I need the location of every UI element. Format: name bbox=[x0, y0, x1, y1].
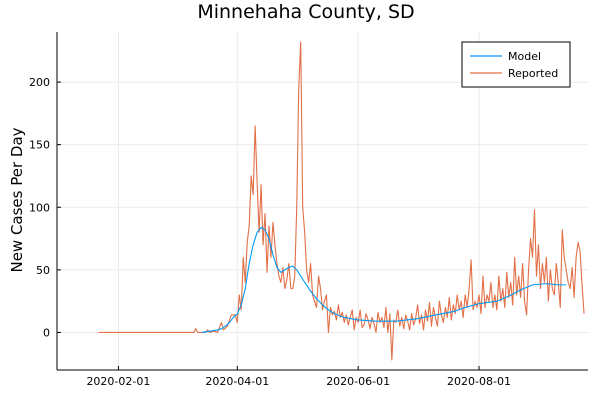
legend-box bbox=[461, 41, 571, 88]
y-tick-label: 150 bbox=[29, 139, 50, 152]
x-ticks: 2020-02-01 2020-04-01 2020-06-01 2020-08-01 bbox=[86, 366, 511, 388]
x-tick-label: 2020-02-01 bbox=[86, 375, 150, 388]
y-axis-title: New Cases Per Day bbox=[8, 127, 26, 272]
x-tick-label: 2020-04-01 bbox=[205, 375, 269, 388]
y-tick-label: 0 bbox=[43, 326, 50, 339]
series-line-model bbox=[201, 226, 567, 333]
x-tick-label: 2020-06-01 bbox=[326, 375, 390, 388]
chart-title: Minnehaha County, SD bbox=[197, 1, 414, 23]
y-tick-label: 100 bbox=[29, 201, 50, 214]
legend: Model Reported bbox=[461, 41, 571, 88]
series-line-reported bbox=[98, 41, 585, 361]
y-tick-label: 200 bbox=[29, 76, 50, 89]
y-tick-label: 50 bbox=[36, 264, 50, 277]
x-tick-label: 2020-08-01 bbox=[447, 375, 511, 388]
plot-area bbox=[98, 41, 585, 361]
legend-label-reported: Reported bbox=[508, 67, 558, 80]
y-ticks: 0 50 100 150 200 bbox=[29, 76, 61, 339]
legend-label-model: Model bbox=[508, 50, 541, 63]
axes bbox=[56, 32, 588, 371]
